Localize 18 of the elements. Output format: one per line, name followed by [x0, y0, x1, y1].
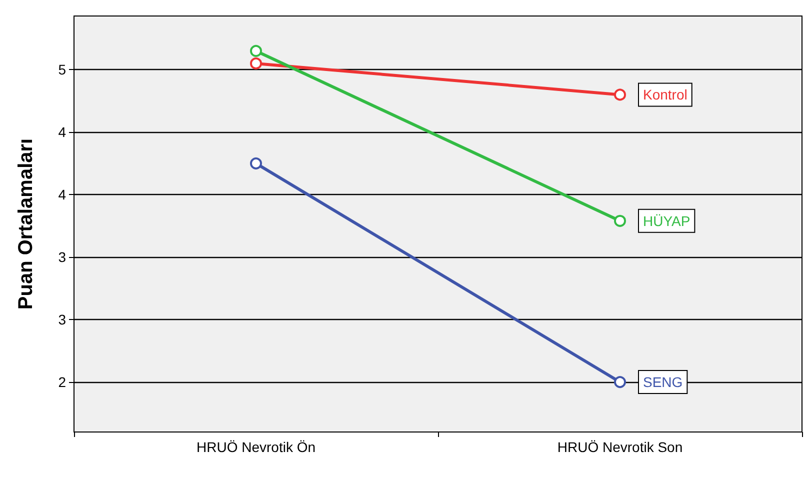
series-label: HÜYAP	[643, 212, 690, 229]
y-tick-label: 5	[58, 62, 66, 78]
series-label: Kontrol	[643, 86, 688, 103]
point	[614, 214, 626, 227]
x-tick-label: HRUÖ Nevrotik Ön	[196, 439, 316, 455]
y-tick-label: 4	[58, 124, 66, 140]
y-tick-label: 3	[58, 312, 66, 328]
y-tick-label: 3	[58, 249, 66, 266]
y-axis-title: Puan Ortalamaları	[15, 138, 37, 310]
point	[250, 57, 262, 70]
point	[250, 157, 262, 170]
y-tick-label: 2	[58, 374, 66, 390]
point	[250, 44, 262, 57]
y-tick-label: 4	[58, 186, 66, 203]
point	[614, 376, 626, 388]
point	[614, 88, 626, 101]
x-tick-label: HRUÖ Nevrotik Son	[557, 439, 683, 455]
series-label: SENG	[643, 374, 683, 390]
